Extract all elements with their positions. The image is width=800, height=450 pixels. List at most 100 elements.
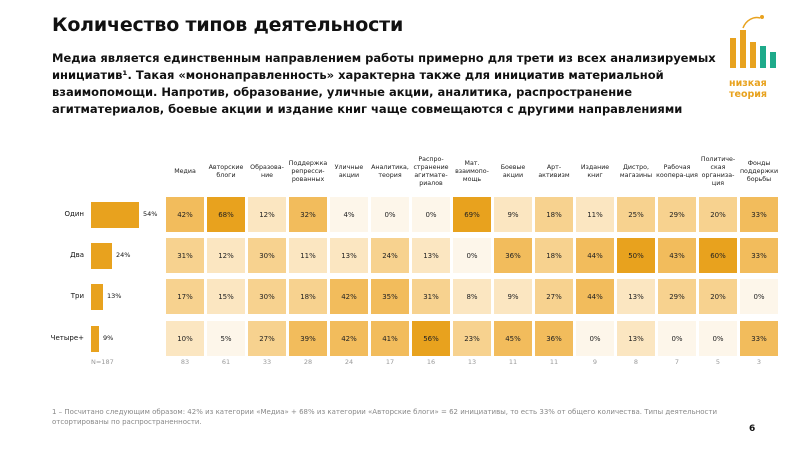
page-title: Количество типов деятельности [52, 14, 404, 36]
table-cell: 56% [411, 320, 451, 357]
table-cell: 23% [452, 320, 492, 357]
column-count: 28 [303, 358, 313, 366]
table-cell: 0% [411, 196, 451, 233]
column-count: 9 [592, 358, 598, 366]
table-cell: 69% [452, 196, 492, 233]
footnote: 1 – Посчитано следующим образом: 42% из … [52, 408, 718, 426]
table-cell: 10% [165, 320, 205, 357]
share-bar [91, 326, 99, 352]
share-bar-label: 54% [143, 210, 158, 218]
table-cell: 18% [288, 278, 328, 315]
column-count: 7 [674, 358, 680, 366]
table-cell: 35% [370, 278, 410, 315]
table-cell: 32% [288, 196, 328, 233]
column-count: 83 [180, 358, 190, 366]
column-count: 5 [715, 358, 721, 366]
table-cell: 42% [329, 278, 369, 315]
table-cell: 42% [329, 320, 369, 357]
table-cell: 4% [329, 196, 369, 233]
table-cell: 0% [575, 320, 615, 357]
column-header: Образова-ние [250, 164, 284, 179]
table-cell: 13% [411, 237, 451, 274]
column-count: 24 [344, 358, 354, 366]
table-cell: 27% [534, 278, 574, 315]
column-count: 13 [467, 358, 477, 366]
bar-chart-logo-icon [730, 15, 776, 68]
share-bar-label: 13% [107, 292, 122, 300]
column-header: Мат. взаимопо-мощь [455, 160, 489, 183]
table-cell: 31% [411, 278, 451, 315]
table-cell: 43% [657, 237, 697, 274]
table-cell: 20% [698, 196, 738, 233]
table-cell: 25% [616, 196, 656, 233]
table-cell: 0% [739, 278, 779, 315]
column-header: Политиче-ская организа-ция [700, 156, 736, 187]
share-bar [91, 202, 139, 228]
column-header: Арт-активизм [538, 164, 570, 179]
row-label: Один [64, 210, 84, 218]
table-cell: 68% [206, 196, 246, 233]
table-cell: 18% [534, 237, 574, 274]
share-bar [91, 243, 112, 269]
table-cell: 11% [575, 196, 615, 233]
table-cell: 24% [370, 237, 410, 274]
table-cell: 15% [206, 278, 246, 315]
table-cell: 42% [165, 196, 205, 233]
table-cell: 50% [616, 237, 656, 274]
table-cell: 44% [575, 237, 615, 274]
table-cell: 33% [739, 320, 779, 357]
table-cell: 5% [206, 320, 246, 357]
table-cell: 45% [493, 320, 533, 357]
table-cell: 12% [206, 237, 246, 274]
total-count: N=187 [91, 358, 114, 366]
column-header: Аналитика, теория [371, 164, 409, 179]
column-header: Дистро, магазины [619, 164, 653, 179]
row-label: Три [70, 292, 84, 300]
row-label: Четыре+ [50, 334, 84, 342]
table-cell: 12% [247, 196, 287, 233]
column-header: Уличные акции [334, 164, 364, 179]
page-number: 6 [749, 424, 756, 434]
column-count: 17 [385, 358, 395, 366]
table-cell: 13% [329, 237, 369, 274]
logo-line-1: низкая [729, 78, 767, 89]
share-bar-label: 24% [116, 251, 131, 259]
table-cell: 27% [247, 320, 287, 357]
table-cell: 9% [493, 278, 533, 315]
column-count: 11 [549, 358, 559, 366]
table-cell: 9% [493, 196, 533, 233]
table-cell: 30% [247, 237, 287, 274]
logo-line-2: теория [729, 89, 768, 100]
table-cell: 18% [534, 196, 574, 233]
table-cell: 8% [452, 278, 492, 315]
table-cell: 0% [698, 320, 738, 357]
table-cell: 60% [698, 237, 738, 274]
table-cell: 33% [739, 196, 779, 233]
column-header: Рабочая коопера-ция [656, 164, 698, 179]
column-header: Издание книг [580, 164, 610, 179]
share-bar-label: 9% [103, 334, 114, 342]
table-cell: 36% [534, 320, 574, 357]
table-cell: 17% [165, 278, 205, 315]
logo-text: низкая теория [729, 78, 789, 100]
column-header: Фонды поддержки борьбы [739, 160, 779, 183]
column-count: 11 [508, 358, 518, 366]
column-header: Поддержка репресси-рованных [288, 160, 328, 183]
column-count: 33 [262, 358, 272, 366]
description-text: Медиа является единственным направлением… [52, 51, 716, 116]
column-header: Авторские блоги [208, 164, 244, 179]
table-cell: 13% [616, 278, 656, 315]
table-cell: 31% [165, 237, 205, 274]
table-cell: 30% [247, 278, 287, 315]
table-cell: 41% [370, 320, 410, 357]
table-cell: 33% [739, 237, 779, 274]
table-cell: 44% [575, 278, 615, 315]
table-cell: 20% [698, 278, 738, 315]
table-cell: 11% [288, 237, 328, 274]
table-cell: 39% [288, 320, 328, 357]
column-header: Боевые акции [500, 164, 526, 179]
table-cell: 29% [657, 278, 697, 315]
column-count: 16 [426, 358, 436, 366]
table-cell: 13% [616, 320, 656, 357]
column-header: Распро-странение агитмате-риалов [413, 156, 449, 187]
